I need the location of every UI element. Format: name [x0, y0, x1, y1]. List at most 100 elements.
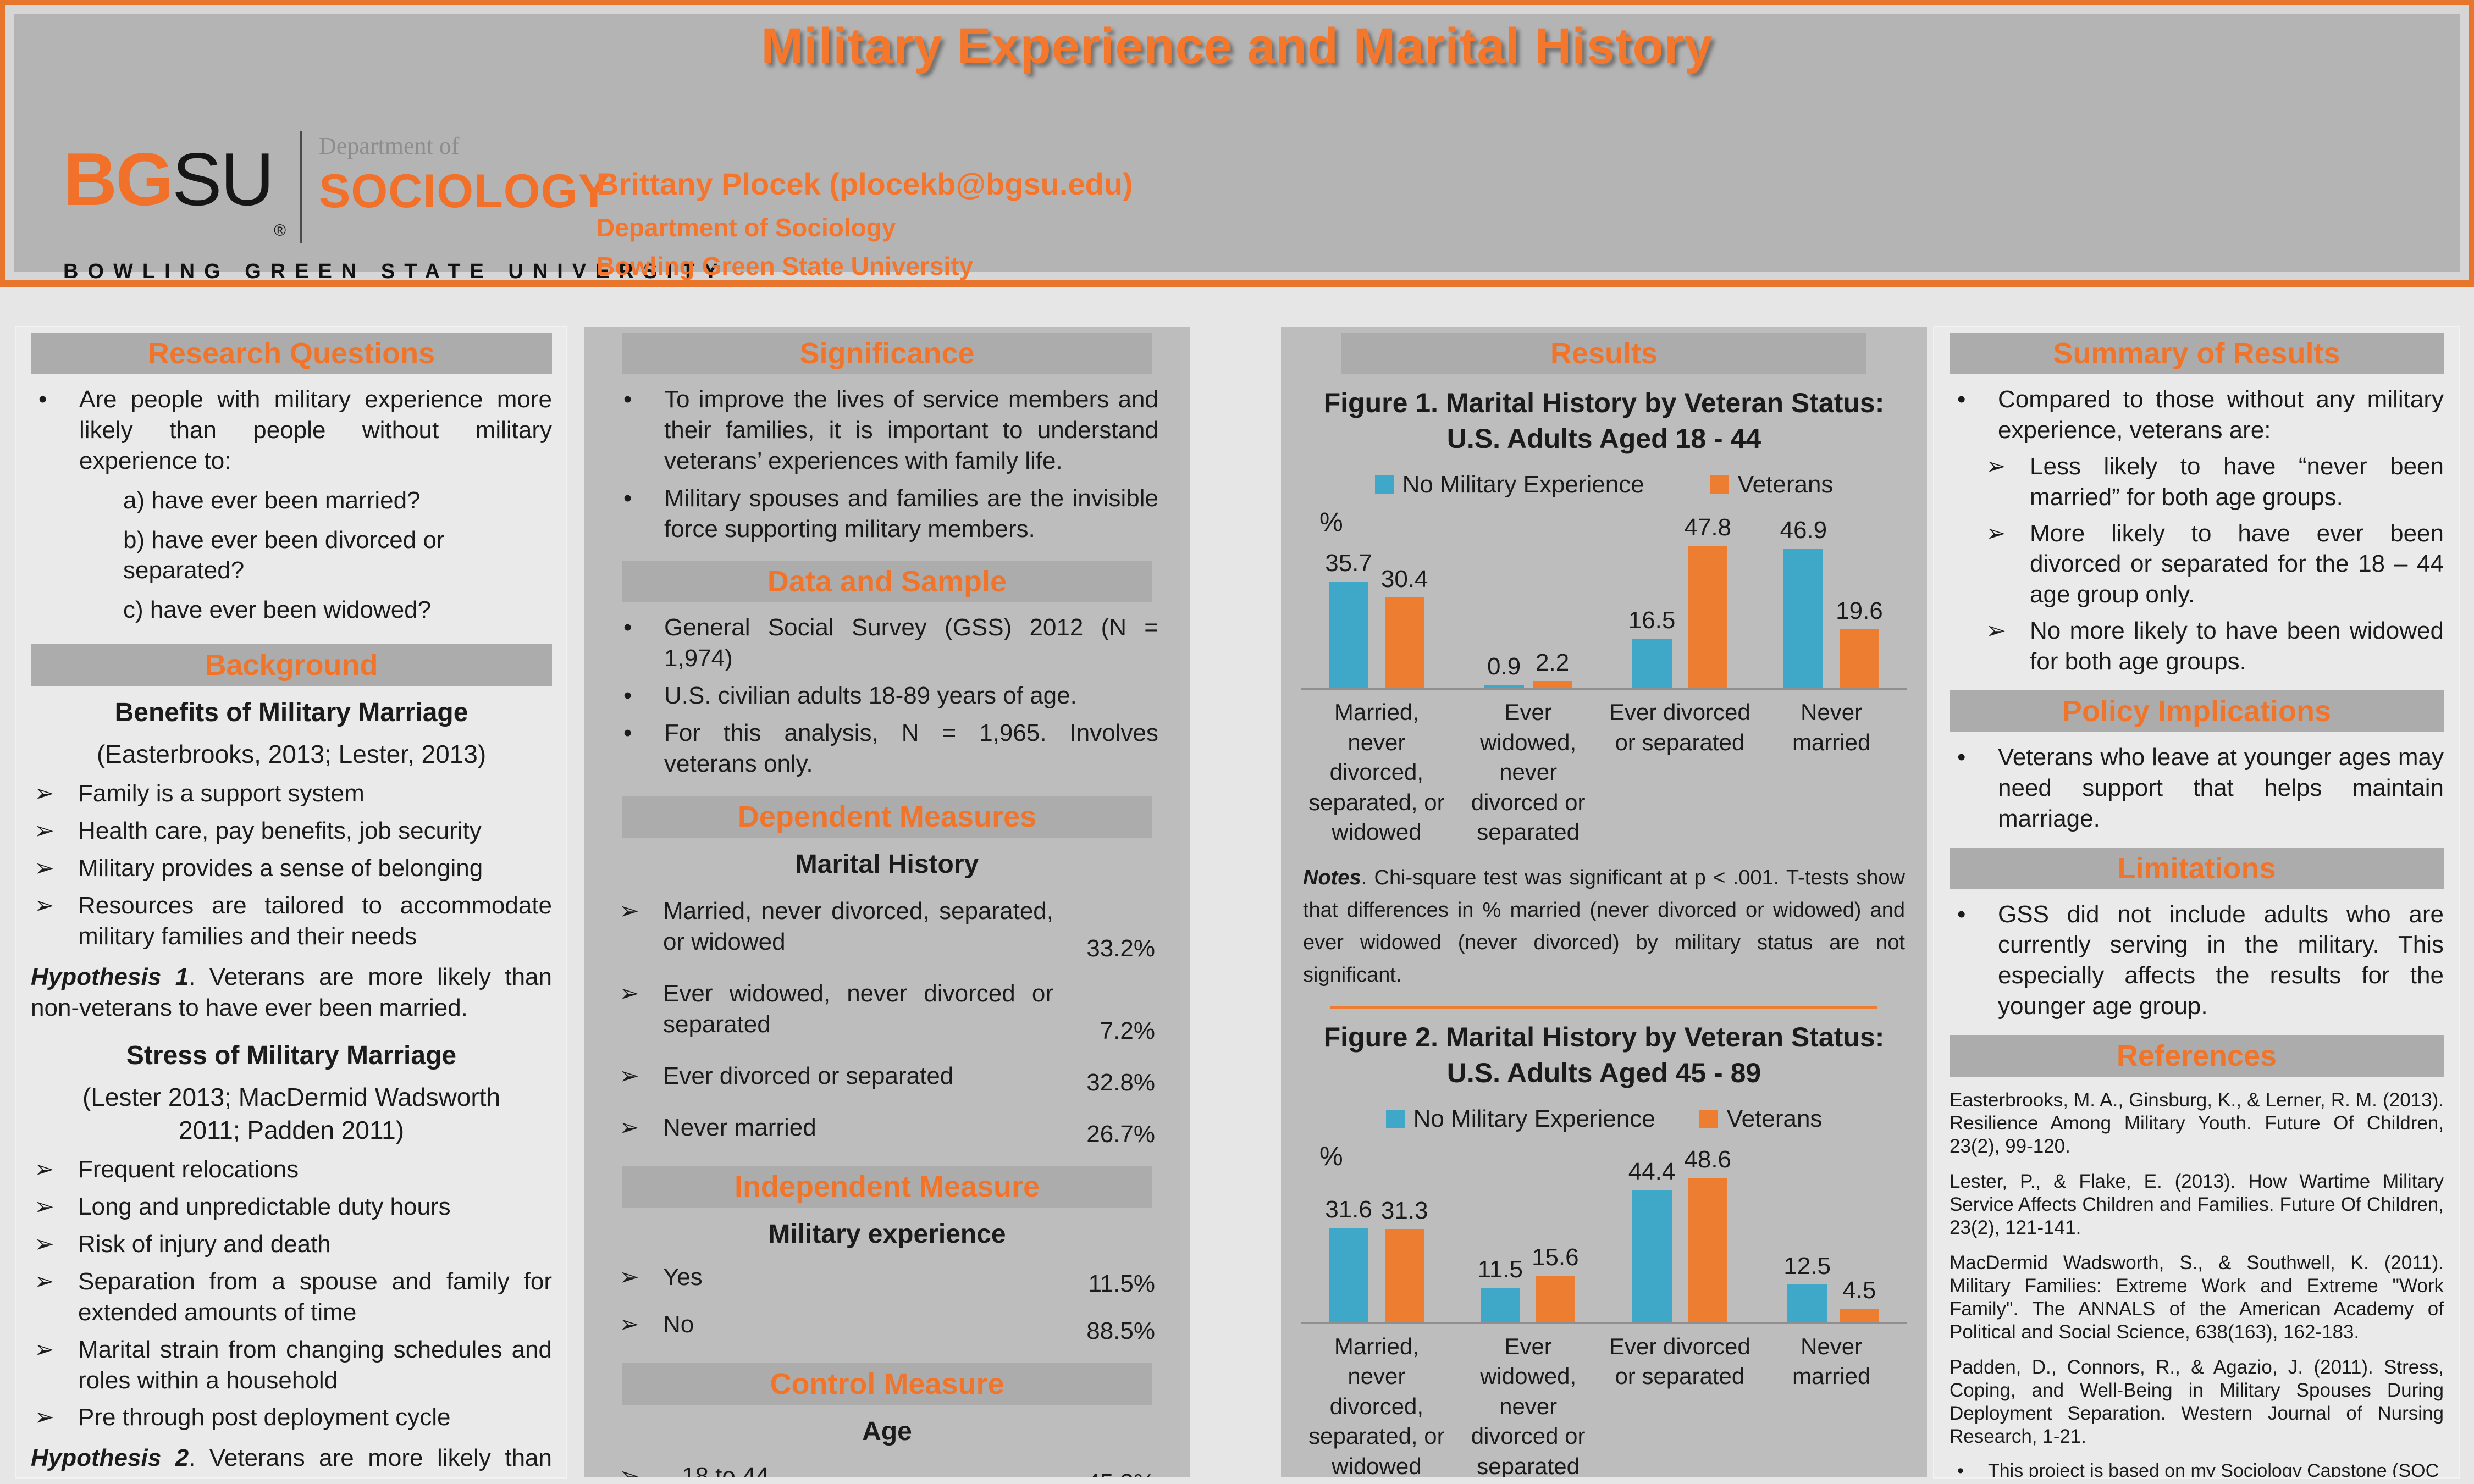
bar-with-label: 4.5	[1839, 1277, 1879, 1322]
bar-veterans	[1688, 1177, 1728, 1322]
benefits-citation: (Easterbrooks, 2013; Lester, 2013)	[96, 739, 487, 768]
bar-group: 46.9 19.6	[1755, 517, 1907, 688]
legend-swatch-orange	[1710, 475, 1729, 494]
section-header-results: Results	[1341, 333, 1866, 374]
figure-2: Figure 2. Marital History by Veteran Sta…	[1297, 1020, 1910, 1477]
bar-group: 35.7 30.4	[1301, 539, 1453, 688]
bar-value-label: 31.3	[1380, 1197, 1428, 1224]
bar-value-label: 12.5	[1783, 1252, 1831, 1280]
measure-label: Never married	[616, 1112, 1053, 1143]
measure-label: Ever widowed, never divorced or separate…	[616, 978, 1053, 1040]
bar-no-military-experience	[1632, 1189, 1672, 1322]
y-axis-label: %	[1319, 508, 1343, 537]
logo-bg-text: BG	[63, 137, 174, 221]
author-block: Brittany Plocek (plocekb@bgsu.edu) Depar…	[597, 166, 1133, 281]
bar-value-label: 31.6	[1325, 1195, 1372, 1223]
measure-label: Married, never divorced, separated, or w…	[616, 896, 1053, 957]
stress-item: Frequent relocations	[31, 1154, 552, 1185]
bar-with-label: 44.4	[1628, 1158, 1676, 1322]
bar-no-military-experience	[1787, 1284, 1827, 1322]
measure-value: 11.5%	[1088, 1270, 1156, 1297]
logo-right-block: Department of SOCIOLOGY	[319, 132, 610, 219]
summary-item: No more likely to have been widowed for …	[1982, 616, 2444, 677]
reference-item: Padden, D., Connors, R., & Agazio, J. (2…	[1950, 1356, 2444, 1447]
reference-item: MacDermid Wadsworth, S., & Southwell, K.…	[1950, 1252, 2444, 1343]
hypothesis-2: Hypothesis 2. Veterans are more likely t…	[31, 1443, 552, 1477]
policy-item: Veterans who leave at younger ages may n…	[1950, 742, 2444, 834]
section-header-data-and-sample: Data and Sample	[622, 561, 1152, 603]
bar-veterans	[1688, 546, 1728, 688]
bar-value-label: 35.7	[1325, 550, 1372, 577]
author-name-email: Brittany Plocek (plocekb@bgsu.edu)	[597, 167, 1133, 201]
bar-with-label: 31.3	[1381, 1197, 1428, 1322]
measure-row: Ever divorced or separated 32.8%	[616, 1054, 1158, 1098]
measure-row: Never married 26.7%	[616, 1106, 1158, 1150]
measure-label: 18 to 44	[616, 1461, 1053, 1477]
measure-value: 32.8%	[1086, 1068, 1155, 1096]
bar-value-label: 47.8	[1684, 514, 1732, 541]
bar-value-label: 16.5	[1628, 607, 1676, 634]
x-axis-category-label: Ever divorced or separated	[1609, 1333, 1750, 1389]
measure-value: 45.3%	[1053, 1468, 1158, 1477]
bar-value-label: 0.9	[1487, 653, 1521, 680]
bar-with-label: 31.6	[1325, 1196, 1372, 1322]
bar-with-label: 35.7	[1325, 550, 1372, 688]
legend-item-no-military-experience: No Military Experience	[1374, 471, 1644, 499]
figure-1-plot: % 35.7 30.4 0.9 2.2 16.5 47.8 46.9 19.6 Married, …	[1301, 499, 1907, 848]
data-sample-item: General Social Survey (GSS) 2012 (N = 1,…	[616, 612, 1158, 674]
measure-label: Yes	[616, 1262, 1053, 1293]
hypothesis-2-text: . Veterans are more likely than non-vete…	[31, 1444, 552, 1477]
benefit-item: Family is a support system	[31, 778, 552, 809]
logo-top-row: BG SU ® Department of SOCIOLOGY	[63, 131, 727, 243]
author-department: Department of Sociology	[597, 213, 896, 242]
legend-label: No Military Experience	[1402, 471, 1644, 498]
dependent-subtitle: Marital History	[795, 849, 979, 879]
section-header-summary-of-results: Summary of Results	[1950, 333, 2444, 374]
bar-value-label: 19.6	[1836, 597, 1883, 624]
bars-area: 31.6 31.3 11.5 15.6 44.4 48.6 12.5 4.5	[1301, 1146, 1907, 1324]
figure-divider	[1330, 1005, 1877, 1009]
research-question-item-c: c) have ever been widowed?	[123, 596, 432, 624]
stress-item: Separation from a spouse and family for …	[31, 1266, 552, 1328]
legend-item-veterans: Veterans	[1710, 471, 1834, 499]
section-header-background: Background	[31, 644, 552, 686]
data-sample-item: U.S. civilian adults 18-89 years of age.	[616, 680, 1158, 711]
bar-with-label: 0.9	[1484, 653, 1524, 688]
summary-intro: Compared to those without any military e…	[1950, 384, 2444, 446]
poster-title: Military Experience and Marital History	[761, 18, 1713, 74]
research-question-item-a: a) have ever been married?	[123, 486, 421, 514]
x-axis-category-label: Married, never divorced, separated, or w…	[1308, 1333, 1445, 1477]
section-header-limitations: Limitations	[1950, 847, 2444, 889]
bar-no-military-experience	[1632, 639, 1672, 688]
bar-no-military-experience	[1329, 1227, 1369, 1322]
bar-with-label: 47.8	[1684, 514, 1731, 688]
section-header-policy-implications: Policy Implications	[1950, 690, 2444, 732]
column-summary-and-references: Summary of Results Compared to those wit…	[1934, 327, 2459, 1477]
stress-citation: (Lester 2013; MacDermid Wadsworth 2011; …	[82, 1082, 501, 1144]
bar-group: 0.9 2.2	[1453, 539, 1604, 688]
summary-item: More likely to have ever been divorced o…	[1982, 518, 2444, 611]
figure-2-plot: % 31.6 31.3 11.5 15.6 44.4 48.6 12.5 4.5 Married,…	[1301, 1133, 1907, 1477]
bar-with-label: 15.6	[1532, 1244, 1579, 1322]
legend-item-no-military-experience: No Military Experience	[1385, 1105, 1655, 1133]
reference-item: Easterbrooks, M. A., Ginsburg, K., & Ler…	[1950, 1089, 2444, 1157]
notes-text: . Chi-square test was significant at p <…	[1303, 866, 1905, 987]
logo-su-text: SU	[172, 137, 274, 221]
logo-divider	[300, 131, 303, 243]
bars-area: 35.7 30.4 0.9 2.2 16.5 47.8 46.9 19.6	[1301, 514, 1907, 690]
hypothesis-1-label: Hypothesis 1	[31, 963, 189, 990]
figure-1-legend: No Military Experience Veterans	[1297, 471, 1910, 499]
column-research-and-background: Research Questions Are people with milit…	[16, 327, 566, 1477]
limitations-item: GSS did not include adults who are curre…	[1950, 899, 2444, 1022]
section-header-research-questions: Research Questions	[31, 333, 552, 374]
bar-with-label: 12.5	[1783, 1253, 1831, 1322]
bar-value-label: 48.6	[1684, 1145, 1732, 1173]
legend-label: Veterans	[1737, 471, 1834, 498]
figure-1: Figure 1. Marital History by Veteran Sta…	[1297, 385, 1910, 992]
bar-with-label: 11.5	[1478, 1256, 1523, 1322]
data-sample-item: For this analysis, N = 1,965. Involves v…	[616, 718, 1158, 779]
bar-veterans	[1532, 681, 1572, 688]
stress-item: Marital strain from changing schedules a…	[31, 1335, 552, 1396]
bar-value-label: 44.4	[1628, 1158, 1676, 1185]
